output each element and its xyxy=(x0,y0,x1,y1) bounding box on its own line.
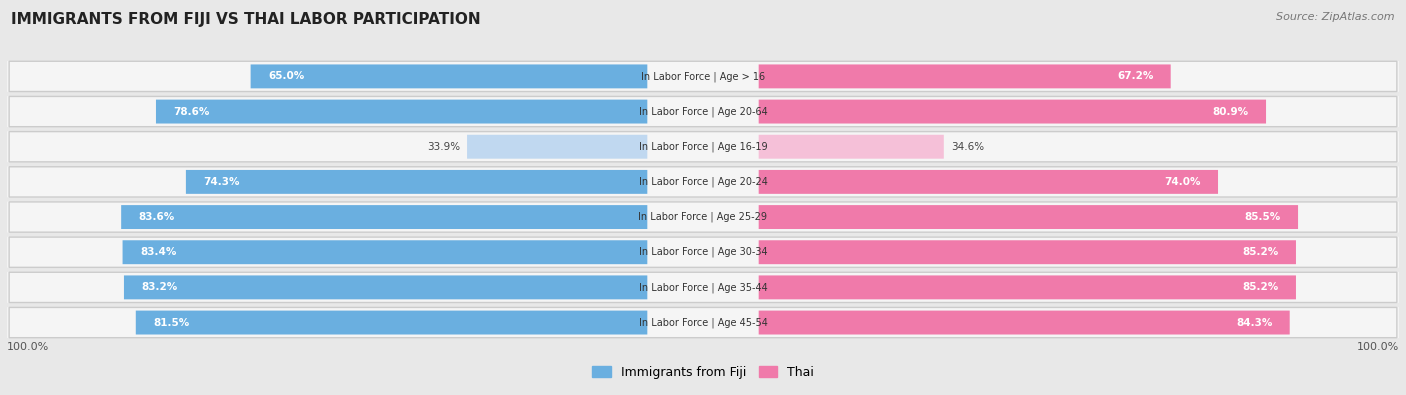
Text: 67.2%: 67.2% xyxy=(1116,71,1153,81)
Text: 34.6%: 34.6% xyxy=(950,142,984,152)
FancyBboxPatch shape xyxy=(759,170,1218,194)
FancyBboxPatch shape xyxy=(759,240,1296,264)
FancyBboxPatch shape xyxy=(121,205,647,229)
Text: In Labor Force | Age 16-19: In Labor Force | Age 16-19 xyxy=(638,141,768,152)
FancyBboxPatch shape xyxy=(759,205,1298,229)
FancyBboxPatch shape xyxy=(186,170,647,194)
FancyBboxPatch shape xyxy=(8,272,1398,303)
FancyBboxPatch shape xyxy=(8,132,1398,162)
FancyBboxPatch shape xyxy=(759,135,943,159)
FancyBboxPatch shape xyxy=(759,275,1296,299)
FancyBboxPatch shape xyxy=(759,310,1289,335)
FancyBboxPatch shape xyxy=(8,61,1398,92)
FancyBboxPatch shape xyxy=(7,61,1399,92)
FancyBboxPatch shape xyxy=(8,167,1398,197)
FancyBboxPatch shape xyxy=(7,166,1399,198)
Text: 74.3%: 74.3% xyxy=(204,177,240,187)
FancyBboxPatch shape xyxy=(7,307,1399,338)
FancyBboxPatch shape xyxy=(467,135,647,159)
FancyBboxPatch shape xyxy=(8,202,1398,232)
FancyBboxPatch shape xyxy=(124,275,647,299)
Text: In Labor Force | Age 20-64: In Labor Force | Age 20-64 xyxy=(638,106,768,117)
Text: Source: ZipAtlas.com: Source: ZipAtlas.com xyxy=(1277,12,1395,22)
Text: 85.2%: 85.2% xyxy=(1243,247,1278,257)
Text: In Labor Force | Age 45-54: In Labor Force | Age 45-54 xyxy=(638,317,768,328)
Text: In Labor Force | Age > 16: In Labor Force | Age > 16 xyxy=(641,71,765,82)
Text: IMMIGRANTS FROM FIJI VS THAI LABOR PARTICIPATION: IMMIGRANTS FROM FIJI VS THAI LABOR PARTI… xyxy=(11,12,481,27)
Text: 100.0%: 100.0% xyxy=(7,342,49,352)
Text: 83.6%: 83.6% xyxy=(139,212,174,222)
Text: In Labor Force | Age 20-24: In Labor Force | Age 20-24 xyxy=(638,177,768,187)
FancyBboxPatch shape xyxy=(759,64,1171,88)
FancyBboxPatch shape xyxy=(250,64,647,88)
Text: 65.0%: 65.0% xyxy=(269,71,304,81)
Text: 83.4%: 83.4% xyxy=(141,247,176,257)
Text: 74.0%: 74.0% xyxy=(1164,177,1201,187)
FancyBboxPatch shape xyxy=(7,131,1399,162)
Text: 85.2%: 85.2% xyxy=(1243,282,1278,292)
FancyBboxPatch shape xyxy=(7,201,1399,233)
Text: In Labor Force | Age 35-44: In Labor Force | Age 35-44 xyxy=(638,282,768,293)
Text: 100.0%: 100.0% xyxy=(1357,342,1399,352)
Text: 85.5%: 85.5% xyxy=(1244,212,1281,222)
Text: In Labor Force | Age 25-29: In Labor Force | Age 25-29 xyxy=(638,212,768,222)
FancyBboxPatch shape xyxy=(759,100,1265,124)
FancyBboxPatch shape xyxy=(122,240,647,264)
Text: 78.6%: 78.6% xyxy=(173,107,209,117)
FancyBboxPatch shape xyxy=(8,307,1398,338)
Legend: Immigrants from Fiji, Thai: Immigrants from Fiji, Thai xyxy=(586,361,820,384)
FancyBboxPatch shape xyxy=(7,96,1399,127)
FancyBboxPatch shape xyxy=(7,237,1399,268)
Text: 80.9%: 80.9% xyxy=(1212,107,1249,117)
FancyBboxPatch shape xyxy=(7,272,1399,303)
FancyBboxPatch shape xyxy=(156,100,647,124)
FancyBboxPatch shape xyxy=(136,310,647,335)
Text: 33.9%: 33.9% xyxy=(427,142,460,152)
Text: 83.2%: 83.2% xyxy=(142,282,177,292)
Text: 84.3%: 84.3% xyxy=(1236,318,1272,327)
FancyBboxPatch shape xyxy=(8,237,1398,267)
FancyBboxPatch shape xyxy=(8,96,1398,127)
Text: 81.5%: 81.5% xyxy=(153,318,190,327)
Text: In Labor Force | Age 30-34: In Labor Force | Age 30-34 xyxy=(638,247,768,258)
